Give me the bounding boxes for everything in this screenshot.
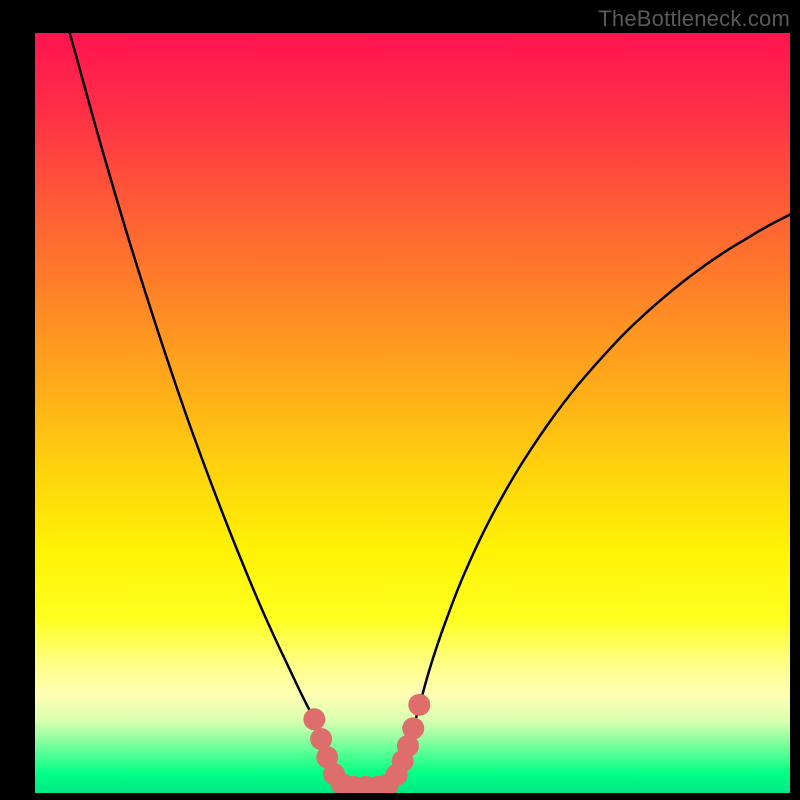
bottleneck-curve-chart [35, 33, 790, 793]
curve-line [70, 33, 790, 787]
curve-marker [402, 717, 424, 739]
curve-marker [408, 694, 430, 716]
watermark-text: TheBottleneck.com [598, 6, 790, 32]
curve-marker [303, 708, 325, 730]
plot-area [35, 33, 790, 793]
